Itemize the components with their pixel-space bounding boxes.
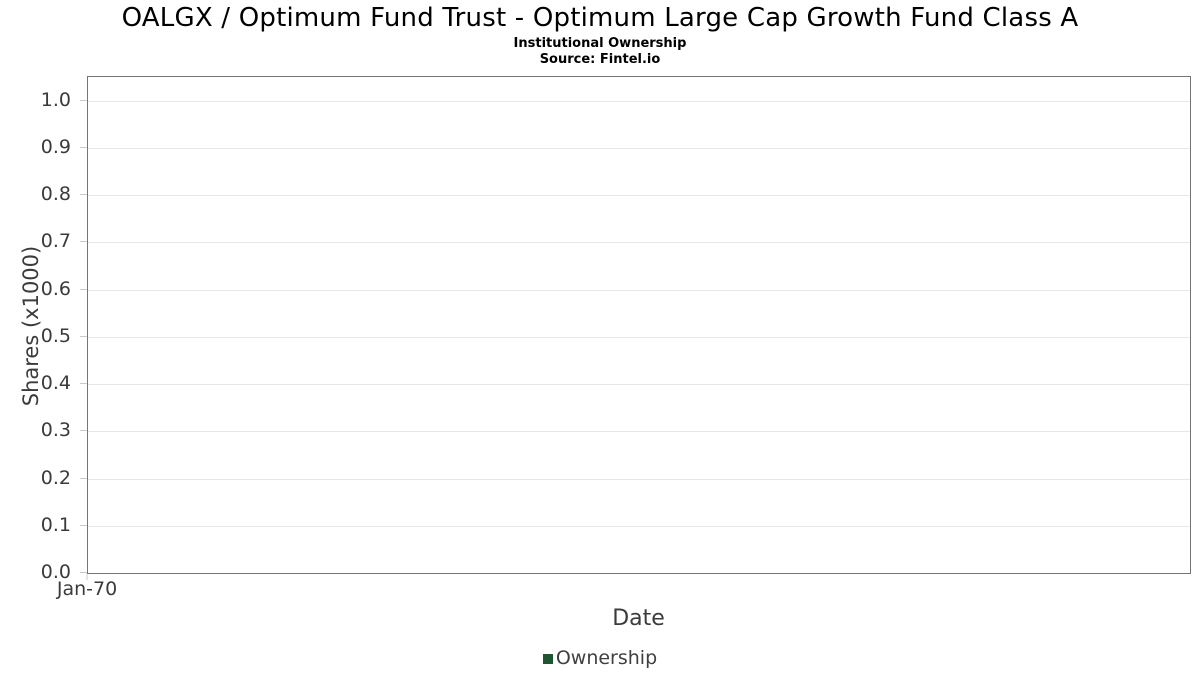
- plot-area: [87, 76, 1191, 574]
- y-tick-mark: [80, 572, 87, 573]
- y-tick-mark: [80, 383, 87, 385]
- x-axis: Jan-70: [57, 572, 1190, 602]
- y-tick-mark: [80, 99, 87, 101]
- gridline: [88, 242, 1190, 244]
- y-tick-label: 0.0: [40, 561, 71, 583]
- chart-subtitle: Institutional Ownership: [513, 36, 687, 51]
- y-tick-label: 0.8: [40, 183, 71, 206]
- gridline: [88, 336, 1190, 338]
- y-tick-mark: [80, 194, 87, 196]
- gridline: [88, 289, 1190, 291]
- y-tick-label: 0.7: [40, 230, 71, 253]
- y-tick-label: 0.4: [40, 372, 71, 395]
- legend-label: Ownership: [555, 647, 658, 669]
- gridline: [88, 147, 1190, 149]
- y-tick-mark: [80, 524, 87, 526]
- y-tick-mark: [80, 288, 87, 290]
- y-tick-label: 0.5: [40, 324, 71, 347]
- y-tick-label: 1.0: [40, 88, 71, 111]
- y-tick-label: 0.1: [40, 513, 71, 536]
- y-tick-mark: [80, 430, 87, 432]
- y-tick-mark: [80, 477, 87, 479]
- gridline: [88, 100, 1190, 102]
- legend: Ownership: [0, 645, 1200, 671]
- chart-title: OALGX / Optimum Fund Trust - Optimum Lar…: [121, 3, 1079, 33]
- gridline: [88, 384, 1190, 386]
- y-tick-label: 0.3: [40, 419, 71, 442]
- gridline: [88, 195, 1190, 197]
- gridline: [88, 525, 1190, 527]
- x-tick-mark: [86, 574, 88, 580]
- y-tick-label: 0.6: [40, 277, 71, 300]
- y-tick-label: 0.2: [40, 466, 71, 489]
- legend-item-ownership[interactable]: Ownership: [542, 647, 658, 669]
- x-axis-title: Date: [612, 606, 665, 631]
- gridline: [88, 478, 1190, 480]
- y-tick-mark: [80, 241, 87, 243]
- legend-swatch-icon: [542, 654, 553, 664]
- x-tick-label: Jan-70: [56, 578, 118, 600]
- y-tick-mark: [80, 335, 87, 337]
- gridline: [88, 431, 1190, 433]
- chart-source: Source: Fintel.io: [539, 52, 661, 67]
- y-axis: 0.0 0.1 0.2 0.3 0.4 0.5 0.6 0.7 0.8 0.9 1.0: [0, 76, 87, 583]
- y-tick-mark: [80, 146, 87, 148]
- y-tick-label: 0.9: [40, 135, 71, 158]
